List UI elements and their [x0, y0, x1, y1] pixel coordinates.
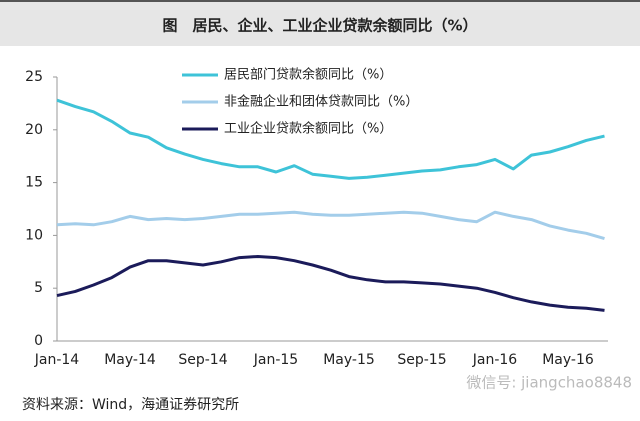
legend-label: 工业企业贷款余额同比（%） [224, 121, 392, 137]
y-tick-label: 20 [25, 122, 43, 138]
x-tick-label: Jan-14 [34, 352, 80, 368]
chart-title: 图 居民、企业、工业企业贷款余额同比（%） [162, 17, 477, 35]
legend-label: 非金融企业和团体贷款同比（%） [224, 94, 418, 110]
x-tick-label: May-14 [104, 352, 156, 368]
x-tick-label: May-15 [323, 352, 375, 368]
x-tick-label: Jan-16 [472, 352, 518, 368]
header-bar [0, 0, 640, 46]
y-tick-label: 15 [25, 175, 43, 191]
series-line [56, 255, 605, 312]
source-note: 资料来源：Wind，海通证券研究所 [22, 397, 239, 413]
legend-label: 居民部门贷款余额同比（%） [224, 67, 392, 83]
watermark: 微信号: jiangchao8848 [466, 374, 632, 392]
x-tick-label: May-16 [542, 352, 594, 368]
series-line [56, 210, 605, 241]
y-tick-label: 25 [25, 69, 43, 85]
y-tick-label: 10 [25, 227, 43, 243]
x-tick-label: Sep-15 [397, 352, 446, 368]
x-tick-label: Sep-14 [178, 352, 227, 368]
y-tick-label: 0 [34, 333, 43, 349]
y-tick-label: 5 [34, 280, 43, 296]
x-tick-label: Jan-15 [253, 352, 298, 368]
series-line [56, 98, 605, 180]
